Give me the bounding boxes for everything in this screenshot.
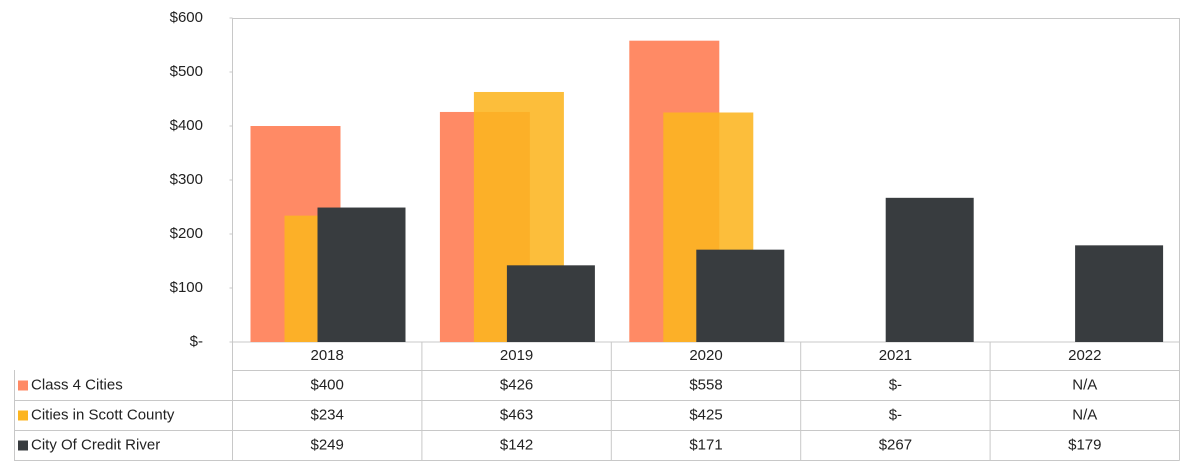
x-tick-label: 2019 [500, 347, 533, 364]
bar [317, 207, 406, 342]
table-value: $- [889, 406, 902, 423]
x-tick-label: 2021 [879, 347, 912, 364]
table-value: $425 [689, 406, 722, 423]
table-value: $179 [1068, 436, 1101, 453]
table-value: $- [889, 376, 902, 393]
table-value: N/A [1072, 376, 1097, 393]
table-value: $142 [500, 436, 533, 453]
y-tick-label: $300 [170, 171, 203, 188]
y-tick-label: $600 [170, 9, 203, 26]
table-value: $171 [689, 436, 722, 453]
table-value: $558 [689, 376, 722, 393]
bar [885, 197, 974, 342]
x-tick-label: 2020 [689, 347, 722, 364]
table-value: $463 [500, 406, 533, 423]
table-value: $249 [311, 436, 344, 453]
bar [506, 265, 595, 342]
y-tick-label: $- [190, 333, 203, 350]
legend-label: City Of Credit River [31, 436, 160, 453]
bar [696, 249, 785, 342]
table-value: N/A [1072, 406, 1097, 423]
table-value: $426 [500, 376, 533, 393]
bar [1075, 245, 1164, 342]
legend-label: Cities in Scott County [31, 406, 175, 423]
y-tick-label: $100 [170, 279, 203, 296]
y-tick-label: $500 [170, 63, 203, 80]
table-value: $400 [311, 376, 344, 393]
table-value: $234 [311, 406, 344, 423]
x-tick-label: 2022 [1068, 347, 1101, 364]
y-tick-label: $400 [170, 117, 203, 134]
table-value: $267 [879, 436, 912, 453]
legend-label: Class 4 Cities [31, 376, 123, 393]
y-tick-label: $200 [170, 225, 203, 242]
x-tick-label: 2018 [311, 347, 344, 364]
legend-swatch [18, 440, 28, 451]
legend-swatch [18, 380, 28, 391]
legend-swatch [18, 410, 28, 421]
